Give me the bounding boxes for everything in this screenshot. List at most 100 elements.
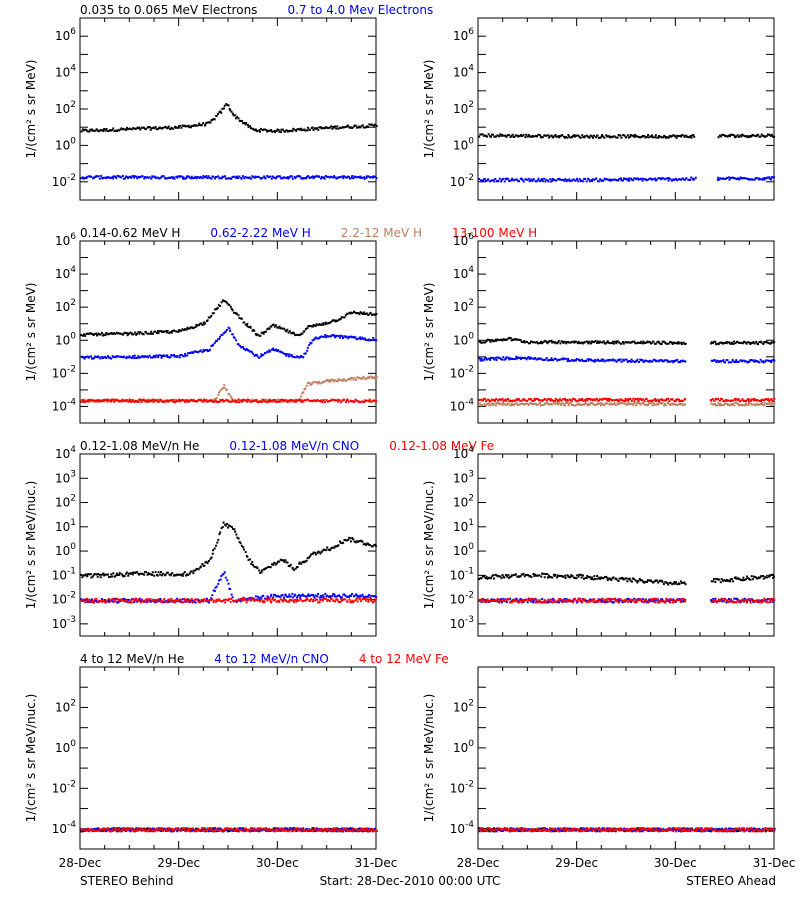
row3-ahead-data-point <box>736 599 739 602</box>
row2-ahead-data-point <box>608 403 611 406</box>
row3-ahead-data-point <box>568 598 571 601</box>
row3-behind-data-point <box>230 593 233 596</box>
row1-behind-data-point <box>238 119 241 122</box>
row2-behind-data-point <box>324 333 327 336</box>
row2-behind-data-point <box>226 302 229 305</box>
row1-ahead-data-point <box>652 178 655 181</box>
row1-behind-data-point <box>125 175 128 178</box>
row1-ahead-data-point <box>663 178 666 181</box>
row3-behind-data-point <box>127 601 130 604</box>
row1-ahead-data-point <box>592 178 595 181</box>
row1-behind-data-point <box>216 113 219 116</box>
row2-ahead-data-point <box>658 341 661 344</box>
row2-behind-data-point <box>166 400 169 403</box>
row3-ahead-data-point <box>618 577 621 580</box>
row2-behind-data-point <box>375 313 378 316</box>
row2-behind-data-point <box>144 400 147 403</box>
row2-ahead-data-point <box>510 357 513 360</box>
row2-ahead-data-point <box>619 398 622 401</box>
row2-behind-data-point <box>371 376 374 379</box>
row3-behind-data-point <box>273 561 276 564</box>
row1-ahead-data-point <box>545 178 548 181</box>
row2-behind-data-point <box>198 398 201 401</box>
row2-ahead-data-point <box>643 400 646 403</box>
row2-ahead-data-point <box>730 341 733 344</box>
row3-behind-data-point <box>168 598 171 601</box>
row2-ahead-data-point <box>680 399 683 402</box>
row2-ahead-data-point <box>564 357 567 360</box>
row1-behind-data-point <box>236 175 239 178</box>
row1-ahead-data-point <box>600 135 603 138</box>
row3-behind-data-point <box>211 552 214 555</box>
row1-ahead-data-point <box>666 177 669 180</box>
row2-behind-data-point <box>80 400 83 403</box>
row2-behind-data-point <box>313 337 316 340</box>
row2-behind-data-point <box>315 336 318 339</box>
row2-ahead-data-point <box>588 358 591 361</box>
row3-ahead-data-point <box>655 579 658 582</box>
row1-behind-data-point <box>196 124 199 127</box>
row1-ahead-data-point <box>505 135 508 138</box>
row3-ahead-data-point <box>545 601 548 604</box>
row3-ahead-data-point <box>672 582 675 585</box>
row1-ahead-data-point <box>595 177 598 180</box>
row1-ahead-data-point <box>483 134 486 137</box>
row1-behind-data-point <box>297 175 300 178</box>
row2-ahead-data-point <box>502 338 505 341</box>
row1-ahead-data-point <box>583 136 586 139</box>
row3-behind-data-point <box>178 573 181 576</box>
row2-ahead-data-point <box>496 356 499 359</box>
row1-behind-data-point <box>97 175 100 178</box>
row2-behind-data-point <box>137 355 140 358</box>
row2-behind-data-point <box>168 356 171 359</box>
row2-ahead-series-2 <box>478 355 776 364</box>
row1-behind-data-point <box>277 175 280 178</box>
row3-ahead-data-point <box>639 598 642 601</box>
row1-behind-data-point <box>344 125 347 128</box>
row1-ahead-data-point <box>584 135 587 138</box>
row2-ahead-data-point <box>552 359 555 362</box>
row4-behind-y-tick-label: 102 <box>55 698 76 714</box>
row2-behind-data-point <box>331 319 334 322</box>
row2-title-item-3: 2.2-12 MeV H <box>341 226 422 240</box>
row3-ahead-data-point <box>565 598 568 601</box>
row3-ahead-data-point <box>614 600 617 603</box>
row1-ahead-data-point <box>483 177 486 180</box>
row2-behind-data-point <box>368 339 371 342</box>
row1-ahead-data-point <box>491 179 494 182</box>
row1-behind-data-point <box>146 126 149 129</box>
row2-behind-data-point <box>192 351 195 354</box>
row1-behind-data-point <box>125 126 128 129</box>
row3-ahead-data-point <box>514 598 517 601</box>
row3-behind-data-point <box>162 572 165 575</box>
row1-ahead-data-point <box>484 134 487 137</box>
row3-ahead-data-point <box>719 598 722 601</box>
row2-ahead-data-point <box>672 359 675 362</box>
row3-ahead-data-point <box>647 600 650 603</box>
row1-behind-data-point <box>240 177 243 180</box>
row3-behind-data-point <box>108 576 111 579</box>
row2-ahead-data-point <box>732 399 735 402</box>
row1-ahead-data-point <box>631 134 634 137</box>
row2-ahead-data-point <box>570 341 573 344</box>
row3-behind-data-point <box>291 592 294 595</box>
row3-behind-data-point <box>222 521 225 524</box>
row3-behind-series-1 <box>80 521 377 579</box>
row2-ahead-data-point <box>720 397 723 400</box>
row2-ahead-data-point <box>767 397 770 400</box>
row1-behind-data-point <box>330 125 333 128</box>
row2-behind-data-point <box>80 334 83 337</box>
row2-behind-y-tick-label: 102 <box>55 298 76 314</box>
row3-ahead-data-point <box>547 574 550 577</box>
row1-ahead-data-point <box>615 136 618 139</box>
row3-behind-data-point <box>118 571 121 574</box>
row3-behind-data-point <box>166 601 169 604</box>
row2-behind-data-point <box>156 330 159 333</box>
row1-ahead-data-point <box>772 176 775 179</box>
row1-ahead-data-point <box>540 136 543 139</box>
row2-behind-data-point <box>256 355 259 358</box>
row1-behind-data-point <box>160 127 163 130</box>
row2-ahead-data-point <box>766 359 769 362</box>
row2-title-item-1: 0.14-0.62 MeV H <box>80 226 180 240</box>
row2-behind-data-point <box>201 323 204 326</box>
